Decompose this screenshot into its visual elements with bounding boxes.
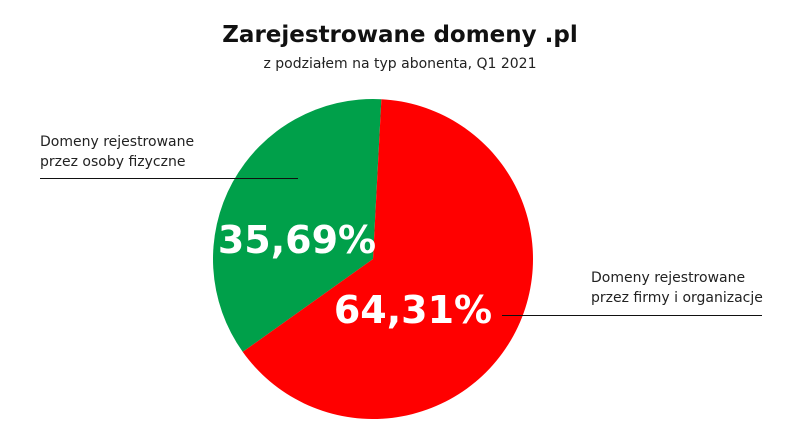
slice-label-line: Domeny rejestrowane [591, 270, 746, 286]
leader-line-osoby-fizyczne [40, 178, 298, 179]
slice-label-osoby-fizyczne: Domeny rejestrowane przez osoby fizyczne [40, 132, 194, 172]
chart-title: Zarejestrowane domeny .pl [222, 22, 578, 48]
slice-label-firmy-organizacje: Domeny rejestrowane przez firmy i organi… [591, 268, 763, 308]
slice-percent-label-firmy-organizacje: 64,31% [334, 288, 492, 332]
slice-label-line: przez firmy i organizacje [591, 290, 763, 306]
pie-slice-osoby-fizyczne [213, 99, 382, 352]
chart-subtitle: z podziałem na typ abonenta, Q1 2021 [263, 56, 537, 72]
slice-label-line: przez osoby fizyczne [40, 154, 186, 170]
pie-slice-firmy-organizacje [242, 99, 534, 420]
slice-percent-label-osoby-fizyczne: 35,69% [218, 218, 376, 262]
slice-label-line: Domeny rejestrowane [40, 134, 195, 150]
leader-line-firmy-organizacje [502, 315, 762, 316]
